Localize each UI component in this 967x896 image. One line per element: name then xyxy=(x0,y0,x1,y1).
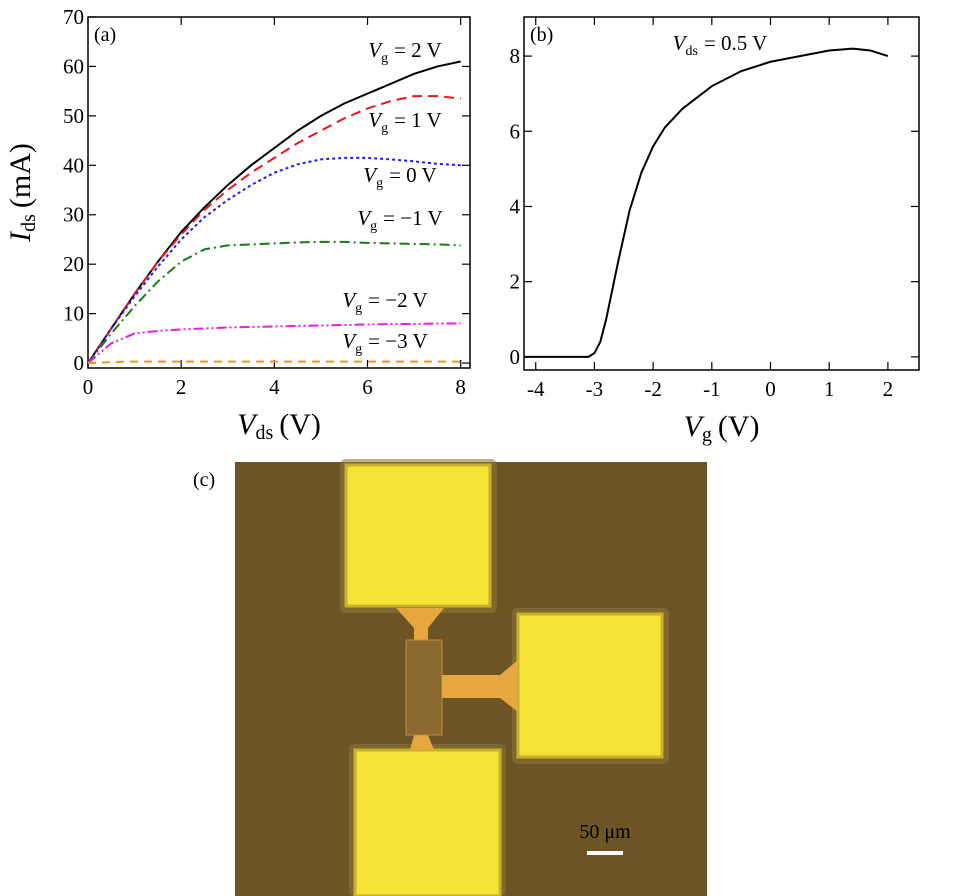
plot-frame xyxy=(87,16,471,369)
y-tick-label: 8 xyxy=(510,44,521,68)
x-tick-label: 2 xyxy=(883,377,894,401)
subscript: ds xyxy=(255,422,273,444)
connector xyxy=(396,608,444,640)
x-tick-label: -1 xyxy=(703,377,721,401)
panel-label: (c) xyxy=(193,469,215,491)
pad xyxy=(353,748,502,896)
subscript: g xyxy=(381,121,388,136)
pad xyxy=(516,612,664,759)
y-tick-label: 30 xyxy=(63,203,84,227)
panel-label: (a) xyxy=(94,24,116,46)
symbol: V xyxy=(237,408,259,441)
symbol: V xyxy=(342,288,357,312)
rest: (V) xyxy=(279,408,321,441)
x-tick-label: 0 xyxy=(765,377,776,401)
y-tick-label: 40 xyxy=(63,153,84,177)
x-tick-label: 1 xyxy=(824,377,835,401)
series-label: Vg = −3 V xyxy=(342,329,427,357)
subscript: g xyxy=(381,51,388,66)
x-tick-label: 2 xyxy=(176,375,187,399)
subscript: g xyxy=(355,301,362,316)
rest: (mA) xyxy=(4,143,37,208)
symbol: V xyxy=(342,329,357,353)
rest: = 1 V xyxy=(394,108,442,132)
series-line xyxy=(87,240,461,364)
series-label: Vg = 0 V xyxy=(363,163,436,191)
y-tick-label: 20 xyxy=(63,252,84,276)
symbol: V xyxy=(368,108,383,132)
rest: (V) xyxy=(718,410,760,443)
subscript: g xyxy=(702,424,712,446)
series-line xyxy=(87,360,461,365)
symbol: V xyxy=(363,163,378,187)
y-tick-label: 2 xyxy=(510,270,521,294)
x-tick-label: 0 xyxy=(83,375,94,399)
subscript: ds xyxy=(685,44,697,59)
series-label: Vg = 1 V xyxy=(368,108,441,136)
symbol: V xyxy=(673,31,688,55)
y-tick-label: 0 xyxy=(74,351,85,375)
y-tick-label: 70 xyxy=(63,5,84,29)
y-axis-label: Ids (mA) xyxy=(4,143,40,243)
subscript: ds xyxy=(18,214,40,232)
channel xyxy=(405,639,443,736)
y-tick-label: 6 xyxy=(510,119,521,143)
plot-frame xyxy=(523,16,920,371)
series-label: Vg = −1 V xyxy=(357,206,442,234)
series-line xyxy=(87,322,461,364)
x-tick-label: 8 xyxy=(455,375,466,399)
y-tick-label: 4 xyxy=(510,194,521,218)
symbol: I xyxy=(4,230,37,243)
symbol: V xyxy=(368,38,383,62)
series-line xyxy=(87,156,461,364)
symbol: V xyxy=(684,410,706,443)
connector xyxy=(410,735,434,750)
series-label: Vg = 2 V xyxy=(368,38,441,66)
x-tick-label: -4 xyxy=(527,377,545,401)
subscript: g xyxy=(370,219,377,234)
rest: = −3 V xyxy=(368,329,427,353)
y-tick-label: 60 xyxy=(63,54,84,78)
panel-label: (b) xyxy=(530,24,553,46)
y-tick-label: 10 xyxy=(63,302,84,326)
rest: = 0.5 V xyxy=(704,31,767,55)
x-tick-label: 4 xyxy=(269,375,280,399)
photo: 50 μm (c) xyxy=(193,459,707,896)
x-tick-label: -2 xyxy=(644,377,662,401)
series-line xyxy=(87,95,461,364)
y-tick-label: 0 xyxy=(510,345,521,369)
rest: = −1 V xyxy=(383,206,442,230)
subscript: g xyxy=(355,342,362,357)
symbol: V xyxy=(357,206,372,230)
x-axis-label: Vds (V) xyxy=(237,408,321,444)
annotation: Vds = 0.5 V xyxy=(673,31,768,59)
x-tick-label: -3 xyxy=(586,377,604,401)
series-label: Vg = −2 V xyxy=(342,288,427,316)
rest: = −2 V xyxy=(368,288,427,312)
y-tick-label: 50 xyxy=(63,104,84,128)
scale-bar xyxy=(587,851,623,855)
rest: = 0 V xyxy=(389,163,437,187)
subscript: g xyxy=(376,176,383,191)
series-line xyxy=(87,60,461,364)
series-line xyxy=(524,47,889,358)
x-axis-label: Vg (V) xyxy=(684,410,760,446)
x-tick-label: 6 xyxy=(362,375,373,399)
gate-connector xyxy=(442,660,518,712)
rest: = 2 V xyxy=(394,38,442,62)
pad xyxy=(344,463,492,608)
scale-label: 50 μm xyxy=(579,821,631,843)
